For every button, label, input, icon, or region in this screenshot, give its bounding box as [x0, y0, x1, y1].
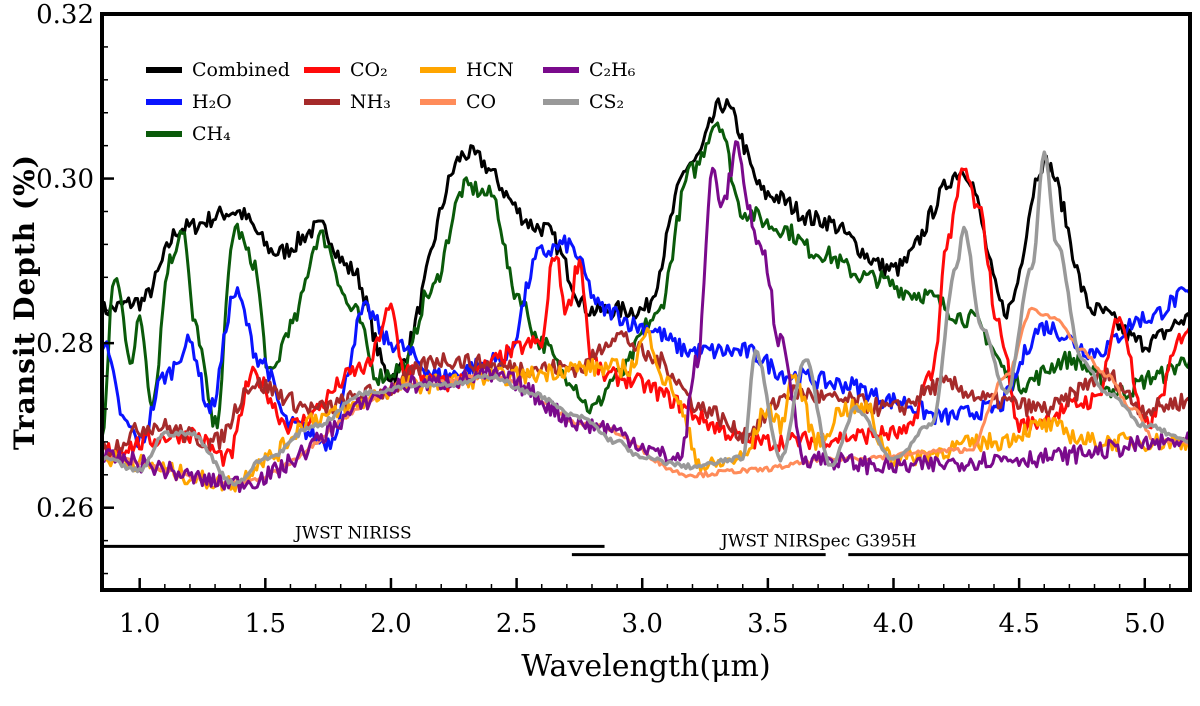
x-axis-label: Wavelength(μm): [521, 649, 770, 684]
legend-label-ch4: CH₄: [192, 123, 231, 145]
legend: Combined H₂O CH₄ CO₂ NH₃ HCN CO C₂H₆ CS₂: [146, 59, 636, 145]
x-tick-label: 1.0: [119, 609, 160, 639]
x-tick-label: 4.5: [998, 609, 1039, 639]
x-tick-label: 4.0: [873, 609, 914, 639]
series-line-combined: [102, 97, 1190, 384]
x-tick-label: 3.5: [747, 609, 788, 639]
series-line-c2h6: [102, 140, 1190, 493]
x-tick-label: 3.0: [622, 609, 663, 639]
x-tick-label: 2.5: [496, 609, 537, 639]
x-tick-label: 5.0: [1124, 609, 1165, 639]
series-layer: [102, 97, 1190, 493]
legend-label-c2h6: C₂H₆: [589, 59, 636, 81]
y-axis-label: Transit Depth (%): [8, 154, 41, 450]
legend-label-h2o: H₂O: [192, 91, 232, 113]
legend-label-combined: Combined: [192, 59, 290, 81]
legend-label-nh3: NH₃: [350, 91, 391, 113]
y-axis-ticks: 0.26 0.28 0.30 0.32: [36, 0, 114, 575]
plot-frame: [100, 12, 1192, 592]
series-line-nh3: [102, 330, 1190, 458]
series-line-cs2: [102, 150, 1190, 487]
legend-label-cs2: CS₂: [589, 91, 624, 113]
x-tick-label: 2.0: [370, 609, 411, 639]
x-tick-label: 1.5: [245, 609, 286, 639]
y-tick-label: 0.32: [36, 0, 94, 30]
instrument-layer: JWST NIRISS JWST NIRSpec G395H: [102, 523, 1190, 557]
y-tick-label: 0.28: [36, 329, 94, 359]
legend-label-co: CO: [466, 91, 496, 113]
legend-label-co2: CO₂: [350, 59, 388, 81]
instrument-label-jwst-niriss: JWST NIRISS: [293, 523, 412, 543]
series-line-co2: [102, 167, 1190, 467]
series-line-hcn: [102, 327, 1190, 493]
legend-label-hcn: HCN: [466, 59, 514, 81]
y-tick-label: 0.30: [36, 165, 94, 195]
instrument-label-jwst-nirspec-g395h: JWST NIRSpec G395H: [719, 532, 916, 552]
y-tick-label: 0.26: [36, 494, 94, 524]
x-axis-ticks: 1.0 1.5 2.0 2.5 3.0 3.5 4.0 4.5 5.0: [119, 578, 1171, 639]
